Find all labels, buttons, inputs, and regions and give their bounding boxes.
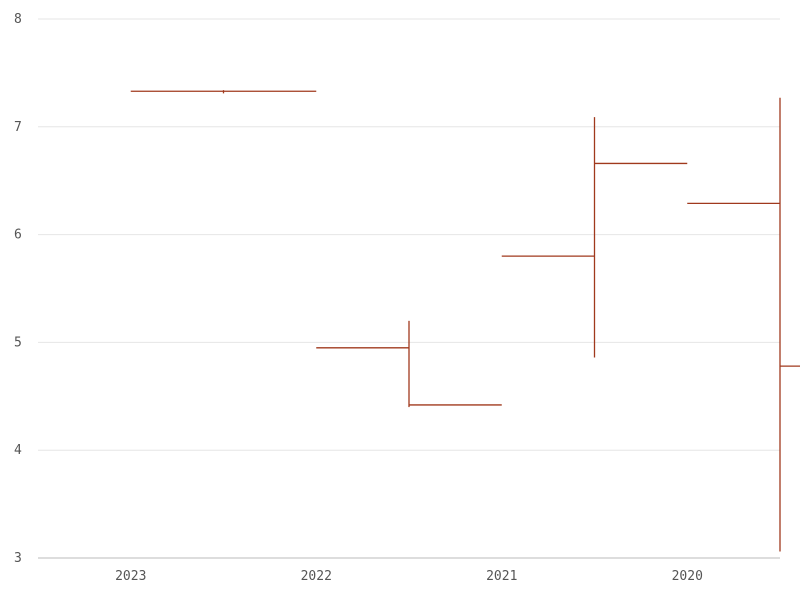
ohlc-bar-2021 [501,117,688,358]
y-tick-label: 4 [14,443,22,458]
x-tick-label: 2023 [115,569,146,584]
y-tick-label: 5 [14,335,22,350]
y-tick-label: 6 [14,228,22,243]
x-axis: 2023 2022 2021 2020 [115,569,703,584]
x-tick-label: 2020 [672,569,703,584]
ohlc-marks [130,90,800,552]
ohlc-bar-2023 [130,90,317,94]
y-axis: 3 4 5 6 7 8 [14,12,22,566]
y-tick-label: 3 [14,551,22,566]
gridlines [38,18,780,451]
y-tick-label: 8 [14,12,22,27]
y-tick-label: 7 [14,120,22,135]
ohlc-bar-2022 [316,320,502,408]
x-tick-label: 2021 [486,569,517,584]
x-tick-label: 2022 [301,569,332,584]
ohlc-bar-2020 [687,97,800,552]
